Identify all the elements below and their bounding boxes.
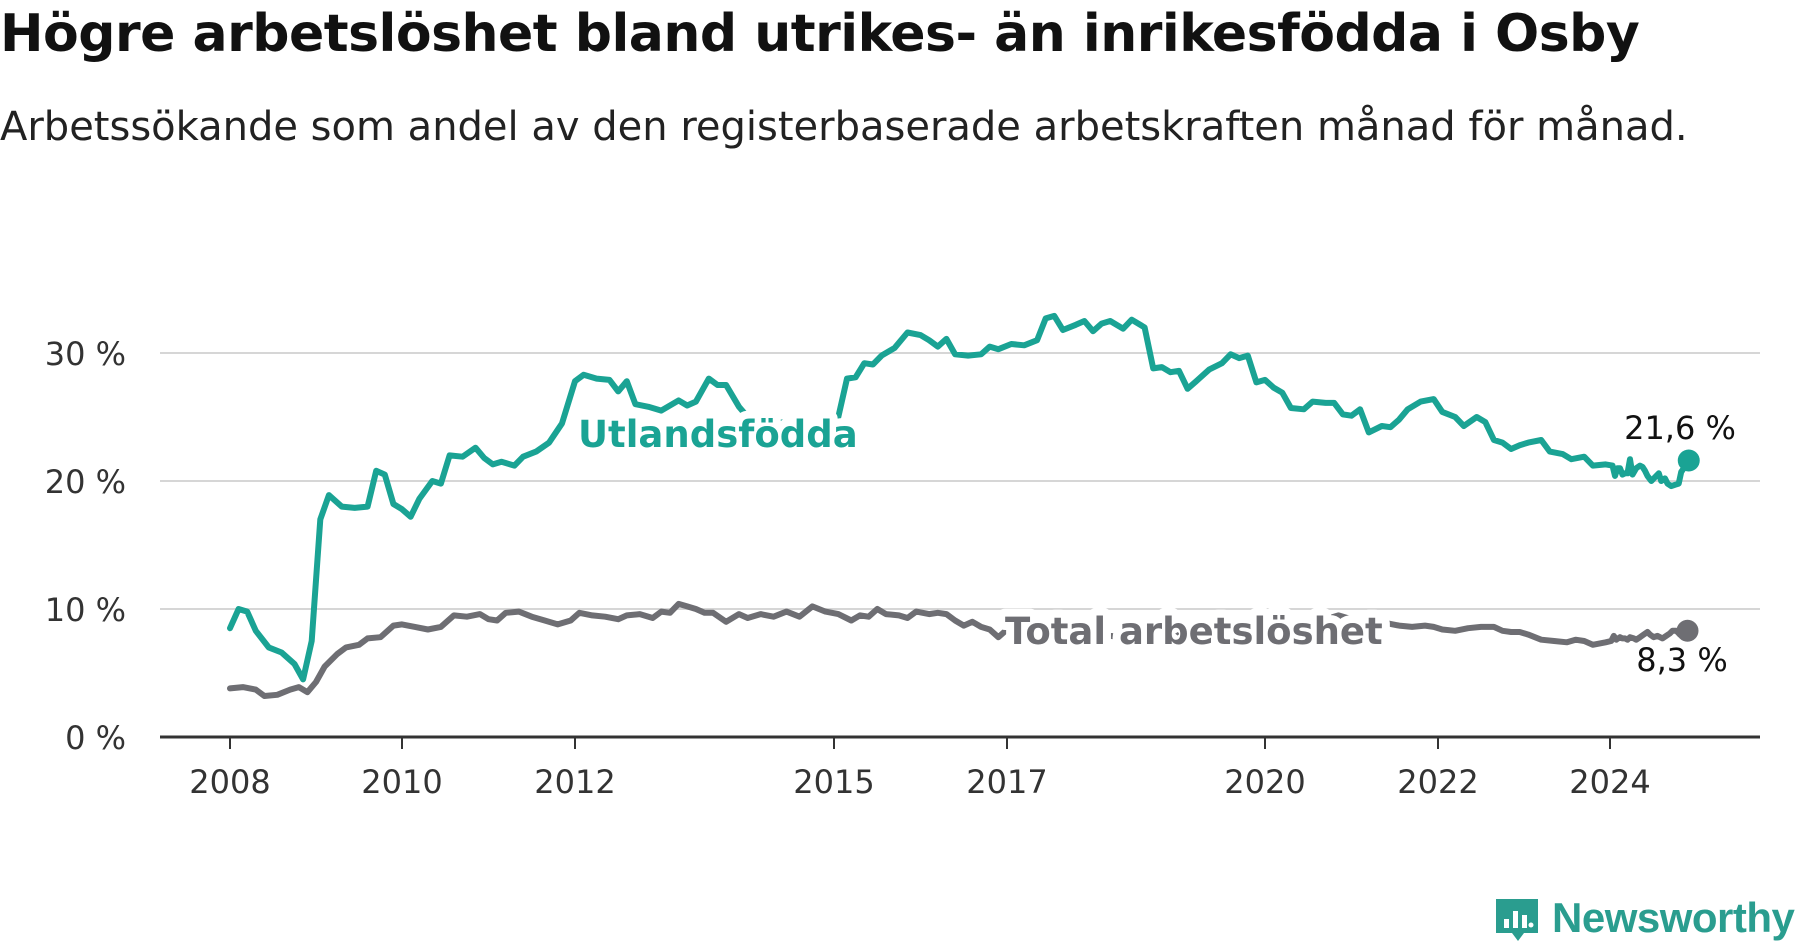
end-label-total: 8,3 % [1636,641,1727,679]
y-tick-label: 20 % [45,463,126,501]
series-line-utlandsfodda [227,312,1692,683]
series-end-marker [1676,619,1699,642]
x-tick-label: 2008 [189,763,270,801]
x-tick-label: 2020 [1224,763,1305,801]
series-label-utlandsfodda-halo: Utlandsfödda [578,413,858,456]
series-label-utlandsfodda: Utlandsfödda [578,413,858,456]
series-end-marker [1677,449,1700,472]
chart-subtitle: Arbetssökande som andel av den registerb… [0,104,1688,150]
newsworthy-logo-icon [1496,899,1538,941]
x-tick-label: 2017 [966,763,1047,801]
end-label-utlandsfodda: 21,6 % [1624,409,1736,447]
series-label-total: Total arbetslöshet [1005,610,1383,653]
newsworthy-logo: Newsworthy [1492,888,1795,948]
y-tick-label: 30 % [45,335,126,373]
y-tick-label: 10 % [45,591,126,629]
x-tick-label: 2022 [1397,763,1478,801]
brand-name: Newsworthy [1552,894,1795,941]
y-tick-label: 0 % [65,719,126,757]
chart-title: Högre arbetslöshet bland utrikes- än inr… [0,4,1640,64]
series-label-total-halo: Total arbetslöshet [1005,610,1383,653]
x-tick-label: 2024 [1569,763,1650,801]
series-line-total [227,600,1691,699]
x-tick-label: 2015 [793,763,874,801]
x-tick-label: 2010 [361,763,442,801]
x-tick-label: 2012 [534,763,615,801]
